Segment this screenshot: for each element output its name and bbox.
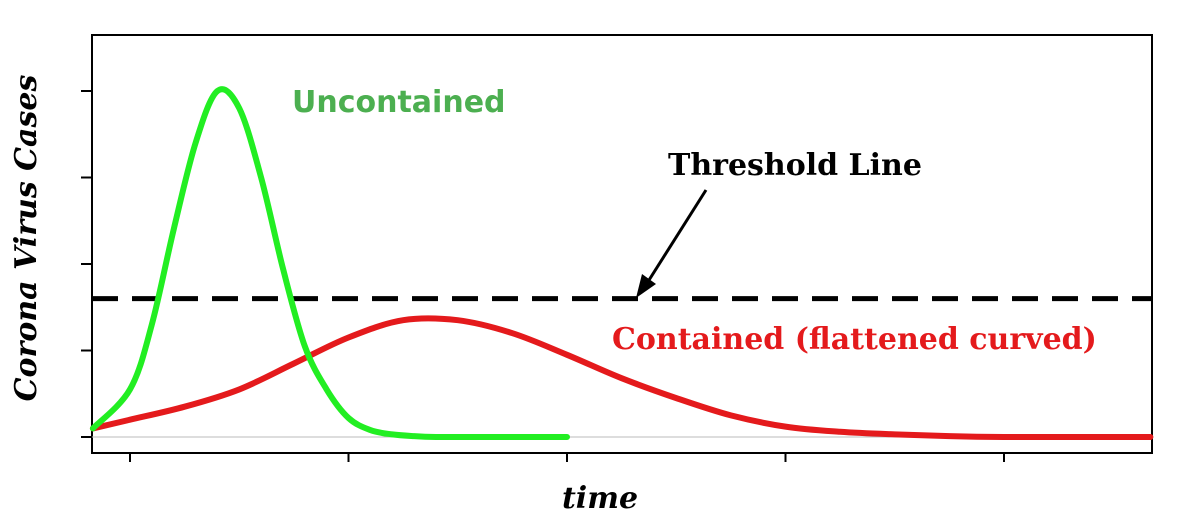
series-line-uncontained [89, 86, 570, 441]
threshold-label: Threshold Line [668, 148, 922, 183]
y-axis-ticks [81, 90, 92, 438]
plot-border [91, 34, 1153, 454]
series-label-contained: Contained (flattened curved) [612, 322, 1097, 357]
series-line-contained [89, 315, 1154, 441]
plot-frame [91, 34, 1153, 454]
x-axis-ticks [129, 453, 1005, 462]
threshold-arrow-head [636, 274, 656, 298]
y-axis-label: Corona Virus Cases [9, 75, 44, 402]
x-axis-label: time [562, 481, 638, 516]
series-label-uncontained: Uncontained [292, 85, 506, 120]
series [89, 86, 1154, 441]
threshold-arrow-shaft [642, 189, 708, 289]
